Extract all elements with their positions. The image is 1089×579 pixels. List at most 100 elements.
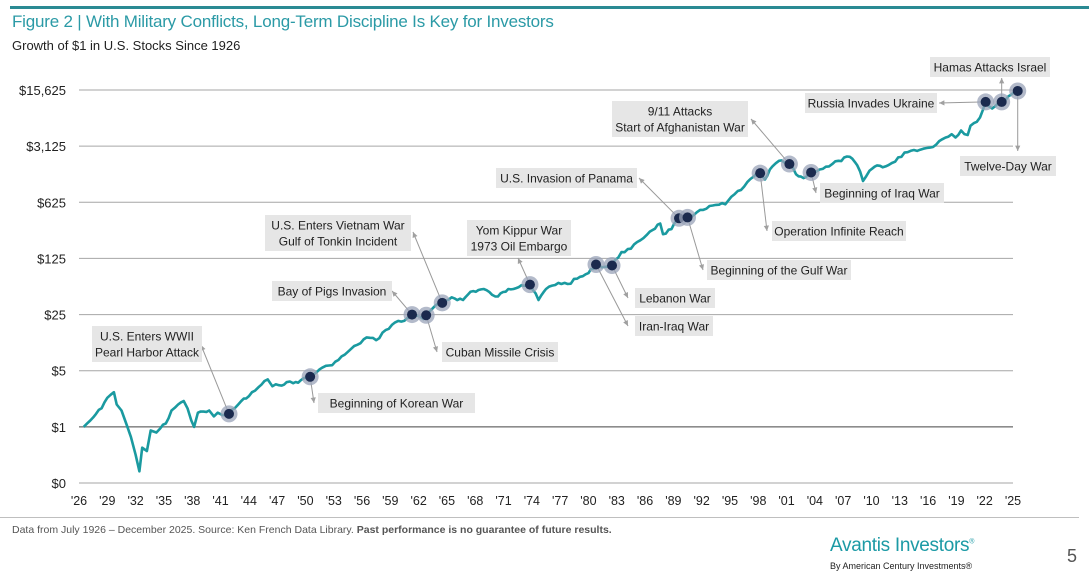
event-label-box (467, 220, 571, 256)
event-label-box (265, 215, 411, 251)
event-label: U.S. Enters WWII Pearl Harbor Attack (92, 326, 202, 362)
x-tick-label: '19 (948, 494, 964, 508)
x-tick-label: '71 (495, 494, 511, 508)
leader-line (412, 231, 443, 304)
event-label-text: Operation Infinite Reach (774, 225, 903, 239)
event-marker (591, 259, 602, 270)
event-label: Yom Kippur War 1973 Oil Embargo (467, 220, 571, 256)
event-label-text: Iran-Iraq War (639, 320, 709, 334)
event-marker (806, 167, 817, 178)
arrowhead-icon (812, 187, 818, 193)
event-label-text: U.S. Enters Vietnam War (271, 219, 404, 233)
x-tick-label: '04 (807, 494, 823, 508)
event-label-box (805, 93, 937, 113)
event-label: U.S. Enters Vietnam War Gulf of Tonkin In… (265, 215, 411, 251)
gridlines (79, 89, 1013, 484)
event-marker (607, 260, 618, 271)
x-tick-label: '62 (410, 494, 426, 508)
growth-chart: $15,625 $3,125 $625 $125 $25 $5 $1 $0 '26 '29 '32… (19, 57, 1056, 508)
event-label-text: Pearl Harbor Attack (95, 346, 200, 360)
x-tick-label: '47 (269, 494, 285, 508)
event-label-text: U.S. Invasion of Panama (500, 172, 633, 186)
leader-line (687, 217, 704, 271)
x-axis-ticks: '26 '29 '32 '35 '38 '41 '44 '47 '50 '53 '56 '59 '62 '… (71, 494, 1021, 508)
event-label-text: U.S. Enters WWII (100, 330, 194, 344)
arrowhead-icon (392, 291, 398, 297)
source-text: Data from July 1926 – December 2025. Sou… (12, 524, 354, 536)
event-label-box (635, 288, 715, 308)
event-label-text: Hamas Attacks Israel (934, 61, 1047, 75)
leader-line (750, 118, 790, 165)
event-label: Beginning of Iraq War (820, 183, 944, 203)
x-tick-label: '01 (778, 494, 794, 508)
logo-text: Avantis Investors (830, 535, 970, 556)
brand-subtext: By American Century Investments® (830, 561, 973, 571)
series-line-us-stocks (82, 89, 1019, 473)
x-tick-label: '44 (241, 494, 257, 508)
event-label-text: Beginning of Iraq War (824, 187, 940, 201)
x-tick-label: '86 (637, 494, 653, 508)
x-tick-label: '59 (382, 494, 398, 508)
top-rule (10, 6, 1089, 9)
x-tick-label: '92 (694, 494, 710, 508)
event-label: Bay of Pigs Invasion (272, 281, 392, 301)
x-tick-label: '41 (212, 494, 228, 508)
arrowhead-icon (698, 264, 704, 270)
x-tick-label: '80 (580, 494, 596, 508)
arrowhead-icon (412, 232, 418, 238)
page-number: 5 (1067, 546, 1078, 566)
y-tick-label: $5 (52, 364, 66, 379)
event-marker (407, 309, 418, 320)
event-label-text: Gulf of Tonkin Incident (279, 235, 398, 249)
event-marker (980, 96, 991, 107)
x-tick-label: '83 (609, 494, 625, 508)
x-tick-label: '13 (892, 494, 908, 508)
event-label-box (960, 156, 1056, 176)
event-label: Beginning of the Gulf War (707, 260, 851, 280)
arrowhead-icon (310, 397, 316, 403)
x-tick-label: '89 (665, 494, 681, 508)
arrowhead-icon (639, 178, 645, 184)
arrowhead-icon (999, 78, 1005, 84)
leader-line (638, 177, 680, 219)
x-tick-label: '35 (156, 494, 172, 508)
event-label-text: Cuban Missile Crisis (446, 346, 555, 360)
arrowhead-icon (432, 346, 438, 352)
y-tick-label: $1 (52, 420, 66, 435)
arrowhead-icon (751, 119, 757, 125)
event-label-text: Russia Invades Ukraine (808, 97, 935, 111)
logo-mark: ® (969, 538, 975, 546)
event-label-text: Lebanon War (639, 292, 711, 306)
event-label-text: Bay of Pigs Invasion (278, 285, 387, 299)
disclaimer-text: Past performance is no guarantee of futu… (356, 524, 612, 536)
y-tick-label: $0 (52, 476, 66, 491)
event-marker (755, 168, 766, 179)
arrowhead-icon (623, 292, 628, 298)
event-marker (996, 96, 1007, 107)
event-marker (682, 212, 693, 223)
event-markers (220, 82, 1027, 423)
event-label: Twelve-Day War (960, 156, 1056, 176)
event-label-box (635, 316, 713, 336)
event-label: Cuban Missile Crisis (442, 342, 558, 362)
event-label-box (772, 221, 906, 241)
event-label: Operation Infinite Reach (772, 221, 906, 241)
x-tick-label: '29 (99, 494, 115, 508)
event-label: U.S. Invasion of Panama (496, 168, 637, 188)
event-marker (224, 408, 235, 419)
event-marker (1012, 85, 1023, 96)
event-label: 9/11 Attacks Start of Afghanistan War (612, 101, 748, 137)
event-label: Iran-Iraq War (635, 316, 713, 336)
event-label: Hamas Attacks Israel (930, 57, 1050, 77)
event-label-box (612, 101, 748, 137)
x-tick-label: '07 (835, 494, 851, 508)
event-label-text: Yom Kippur War (476, 224, 562, 238)
event-marker (437, 297, 448, 308)
event-label-text: Beginning of the Gulf War (711, 264, 848, 278)
y-axis-ticks: $15,625 $3,125 $625 $125 $25 $5 $1 $0 (19, 83, 66, 491)
x-tick-label: '77 (552, 494, 568, 508)
y-tick-label: $125 (37, 251, 66, 266)
event-label-box (820, 183, 944, 203)
x-tick-label: '38 (184, 494, 200, 508)
arrowhead-icon (763, 225, 769, 231)
